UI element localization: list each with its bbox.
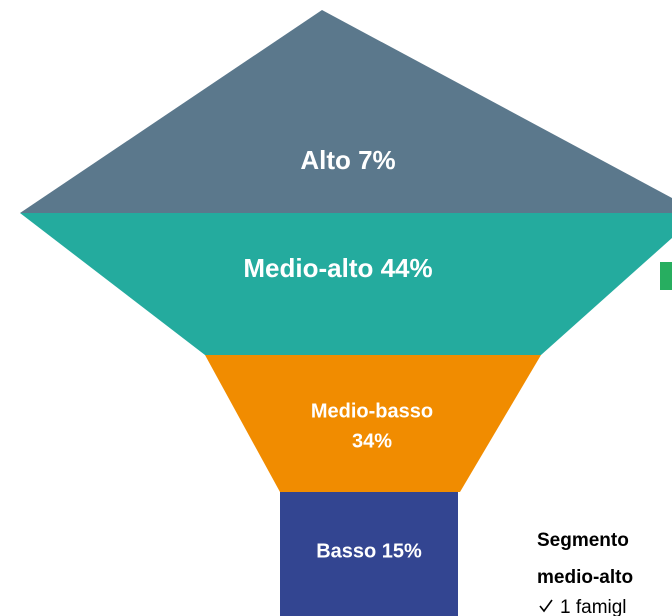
medio-alto-label: Medio-alto 44%: [243, 253, 432, 283]
basso-label: Basso 15%: [316, 540, 422, 562]
alto-shape: [20, 10, 672, 213]
medio-basso-label: 34%: [352, 430, 392, 452]
medio-basso-shape: [205, 355, 541, 492]
medio-basso-label: Medio-basso: [311, 400, 433, 422]
arrow-marker: [660, 262, 672, 290]
basso-shape: [280, 492, 458, 616]
check-icon: [539, 599, 553, 613]
alto-label: Alto 7%: [300, 145, 395, 175]
side-title: medio-alto: [537, 567, 633, 588]
side-title: Segmento: [537, 530, 629, 551]
side-item: 1 famigl: [560, 597, 627, 616]
medio-alto-shape: [20, 213, 672, 355]
